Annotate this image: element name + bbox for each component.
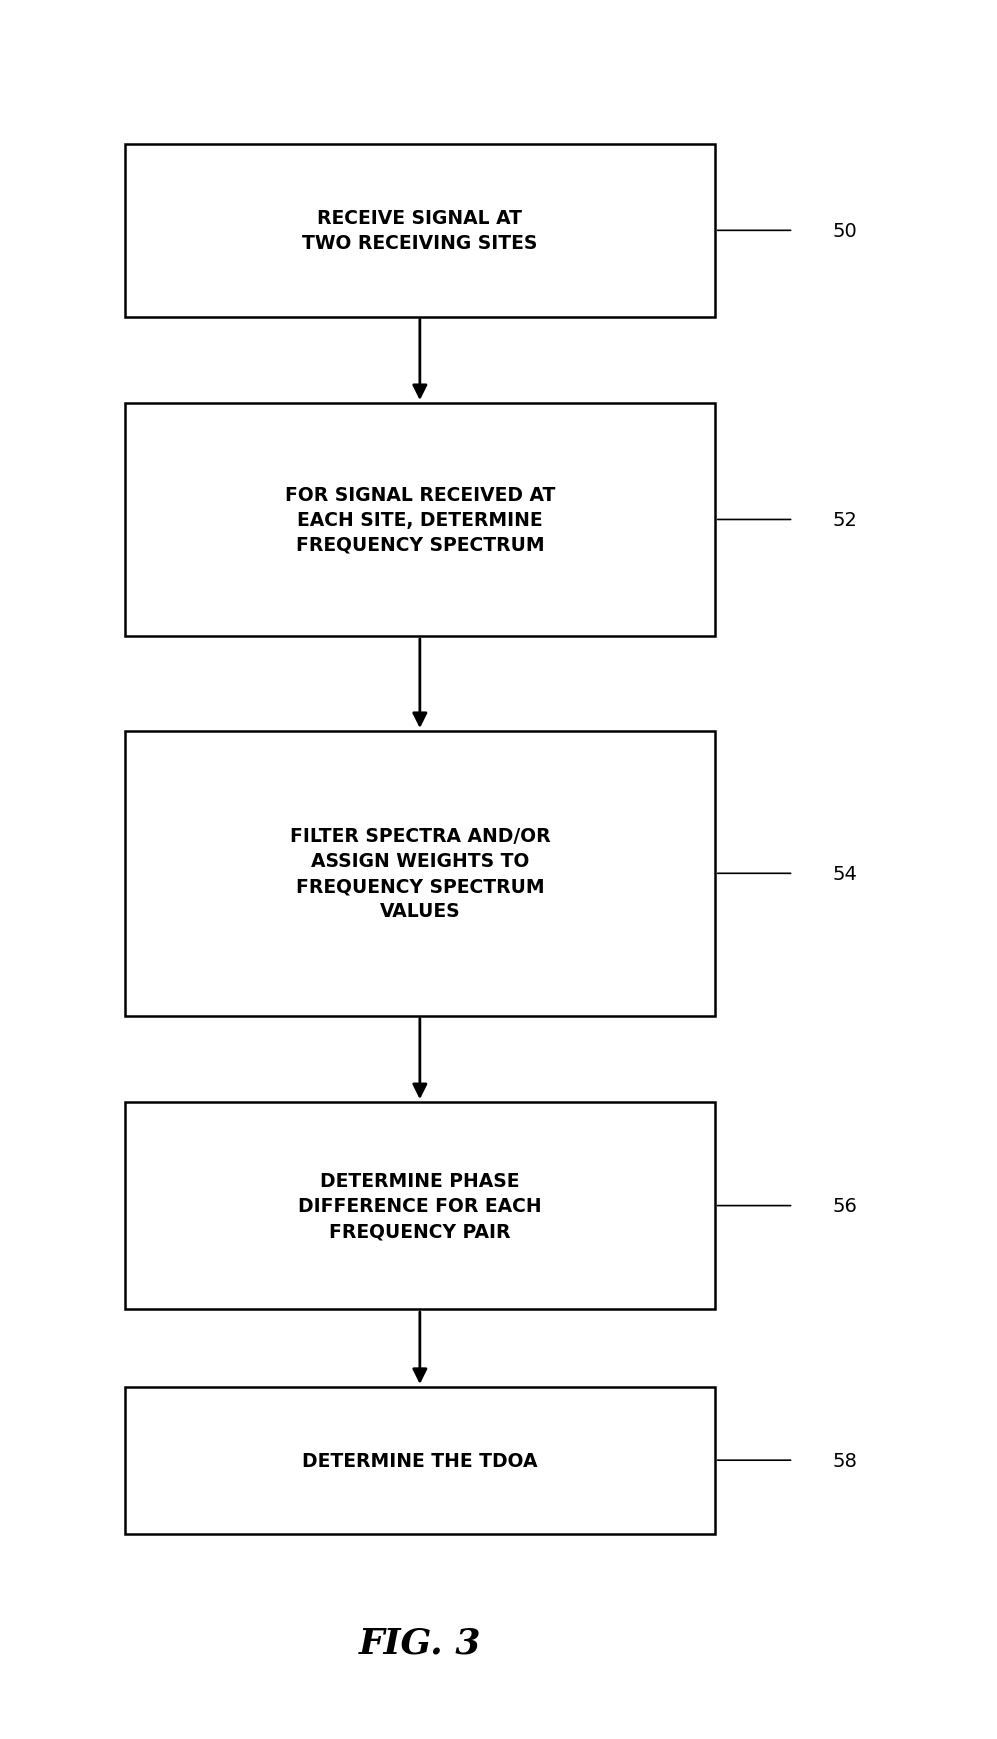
- Text: FILTER SPECTRA AND/OR
ASSIGN WEIGHTS TO
FREQUENCY SPECTRUM
VALUES: FILTER SPECTRA AND/OR ASSIGN WEIGHTS TO …: [289, 826, 550, 920]
- Text: RECEIVE SIGNAL AT
TWO RECEIVING SITES: RECEIVE SIGNAL AT TWO RECEIVING SITES: [302, 209, 537, 254]
- Text: DETERMINE THE TDOA: DETERMINE THE TDOA: [302, 1450, 537, 1469]
- FancyBboxPatch shape: [125, 403, 715, 636]
- FancyBboxPatch shape: [125, 1103, 715, 1309]
- Text: 56: 56: [832, 1196, 857, 1216]
- Text: 58: 58: [832, 1450, 857, 1469]
- Text: 54: 54: [832, 864, 857, 883]
- Text: 50: 50: [832, 221, 857, 240]
- FancyBboxPatch shape: [125, 1388, 715, 1534]
- Text: FIG. 3: FIG. 3: [359, 1626, 482, 1659]
- FancyBboxPatch shape: [125, 144, 715, 318]
- Text: DETERMINE PHASE
DIFFERENCE FOR EACH
FREQUENCY PAIR: DETERMINE PHASE DIFFERENCE FOR EACH FREQ…: [298, 1172, 541, 1240]
- Text: FOR SIGNAL RECEIVED AT
EACH SITE, DETERMINE
FREQUENCY SPECTRUM: FOR SIGNAL RECEIVED AT EACH SITE, DETERM…: [285, 485, 555, 555]
- Text: 52: 52: [832, 511, 857, 530]
- FancyBboxPatch shape: [125, 732, 715, 1016]
